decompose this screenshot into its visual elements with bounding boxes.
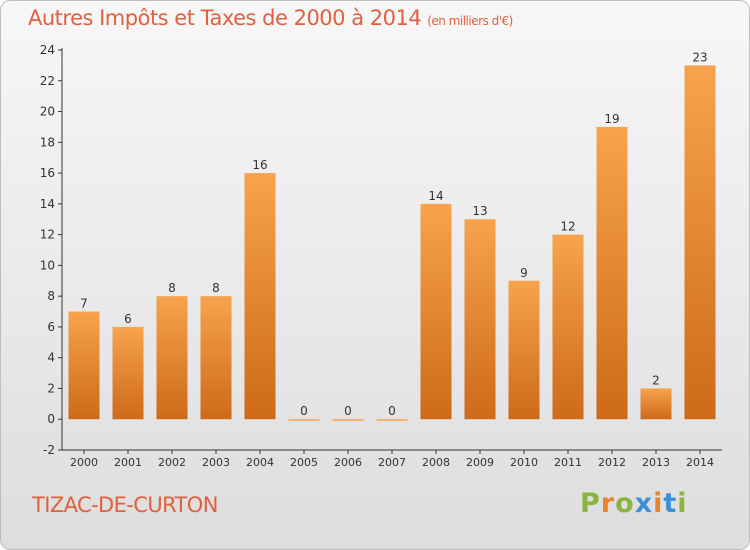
x-tick-label: 2007: [378, 456, 406, 469]
y-tick-label: 10: [40, 258, 55, 272]
logo-letter: r: [600, 488, 616, 519]
y-tick-label: 22: [40, 74, 55, 88]
data-label-2000: 7: [80, 297, 88, 311]
y-tick-label: 24: [40, 43, 55, 57]
data-label-2012: 19: [604, 112, 619, 126]
data-label-2004: 16: [252, 158, 267, 172]
chart-title: Autres Impôts et Taxes de 2000 à 2014 (en…: [28, 6, 513, 30]
data-label-2001: 6: [124, 312, 132, 326]
data-label-2005: 0: [300, 404, 308, 418]
logo-letter: o: [615, 488, 635, 519]
data-label-2010: 9: [520, 266, 528, 280]
data-label-2003: 8: [212, 281, 220, 295]
x-tick-label: 2001: [114, 456, 142, 469]
bar-2010: [508, 280, 540, 420]
bar-2007: [376, 419, 408, 421]
x-tick-label: 2009: [466, 456, 494, 469]
bar-2005: [288, 419, 320, 421]
logo-letter: t: [663, 488, 678, 519]
data-label-2009: 13: [472, 204, 487, 218]
bar-2003: [200, 296, 232, 420]
bar-2014: [684, 65, 716, 420]
y-tick-label: 0: [47, 412, 55, 426]
x-tick-label: 2006: [334, 456, 362, 469]
x-tick-label: 2012: [598, 456, 626, 469]
logo-letter: i: [653, 488, 664, 519]
x-tick-label: 2003: [202, 456, 230, 469]
data-label-2006: 0: [344, 404, 352, 418]
data-labels: 7 6 8 8 16 0 0 0 14 13 9 12 19 2 23: [80, 50, 707, 418]
data-label-2007: 0: [388, 404, 396, 418]
x-tick-label: 2005: [290, 456, 318, 469]
bar-2004: [244, 173, 276, 420]
x-tick-label: 2008: [422, 456, 450, 469]
y-tick-label: 2: [47, 381, 55, 395]
bars: [68, 65, 716, 421]
y-tick-label: -2: [43, 443, 55, 457]
chart-unit: (en milliers d'€): [427, 14, 513, 28]
logo-letter: i: [677, 488, 688, 519]
y-tick-label: 16: [40, 166, 55, 180]
y-tick-label: 6: [47, 320, 55, 334]
data-label-2002: 8: [168, 281, 176, 295]
bar-2006: [332, 419, 364, 421]
y-tick-label: 20: [40, 105, 55, 119]
data-label-2008: 14: [428, 189, 443, 203]
y-tick-label: 4: [47, 351, 55, 365]
x-tick-label: 2014: [686, 456, 714, 469]
x-tick-label: 2011: [554, 456, 582, 469]
data-label-2014: 23: [692, 50, 707, 64]
y-tick-label: 14: [40, 197, 55, 211]
x-tick-label: 2013: [642, 456, 670, 469]
chart-title-text: Autres Impôts et Taxes de 2000 à 2014: [28, 6, 422, 30]
y-tick-label: 8: [47, 289, 55, 303]
x-tick-label: 2000: [70, 456, 98, 469]
x-tick-label: 2010: [510, 456, 538, 469]
proxiti-logo: Proxiti: [580, 488, 688, 519]
bar-2008: [420, 203, 452, 420]
x-tick-label: 2004: [246, 456, 274, 469]
commune-name: TIZAC-DE-CURTON: [32, 493, 218, 517]
y-tick-label: 18: [40, 135, 55, 149]
bar-2001: [112, 326, 144, 420]
logo-letter: P: [580, 488, 601, 519]
bar-2012: [596, 126, 628, 420]
bar-2013: [640, 388, 672, 420]
data-label-2013: 2: [652, 373, 660, 387]
bar-2002: [156, 296, 188, 420]
y-tick-label: 12: [40, 228, 55, 242]
data-label-2011: 12: [560, 220, 575, 234]
bar-2000: [68, 311, 100, 420]
bar-2011: [552, 234, 584, 420]
bar-2009: [464, 219, 496, 420]
x-tick-label: 2002: [158, 456, 186, 469]
logo-letter: x: [634, 488, 654, 519]
